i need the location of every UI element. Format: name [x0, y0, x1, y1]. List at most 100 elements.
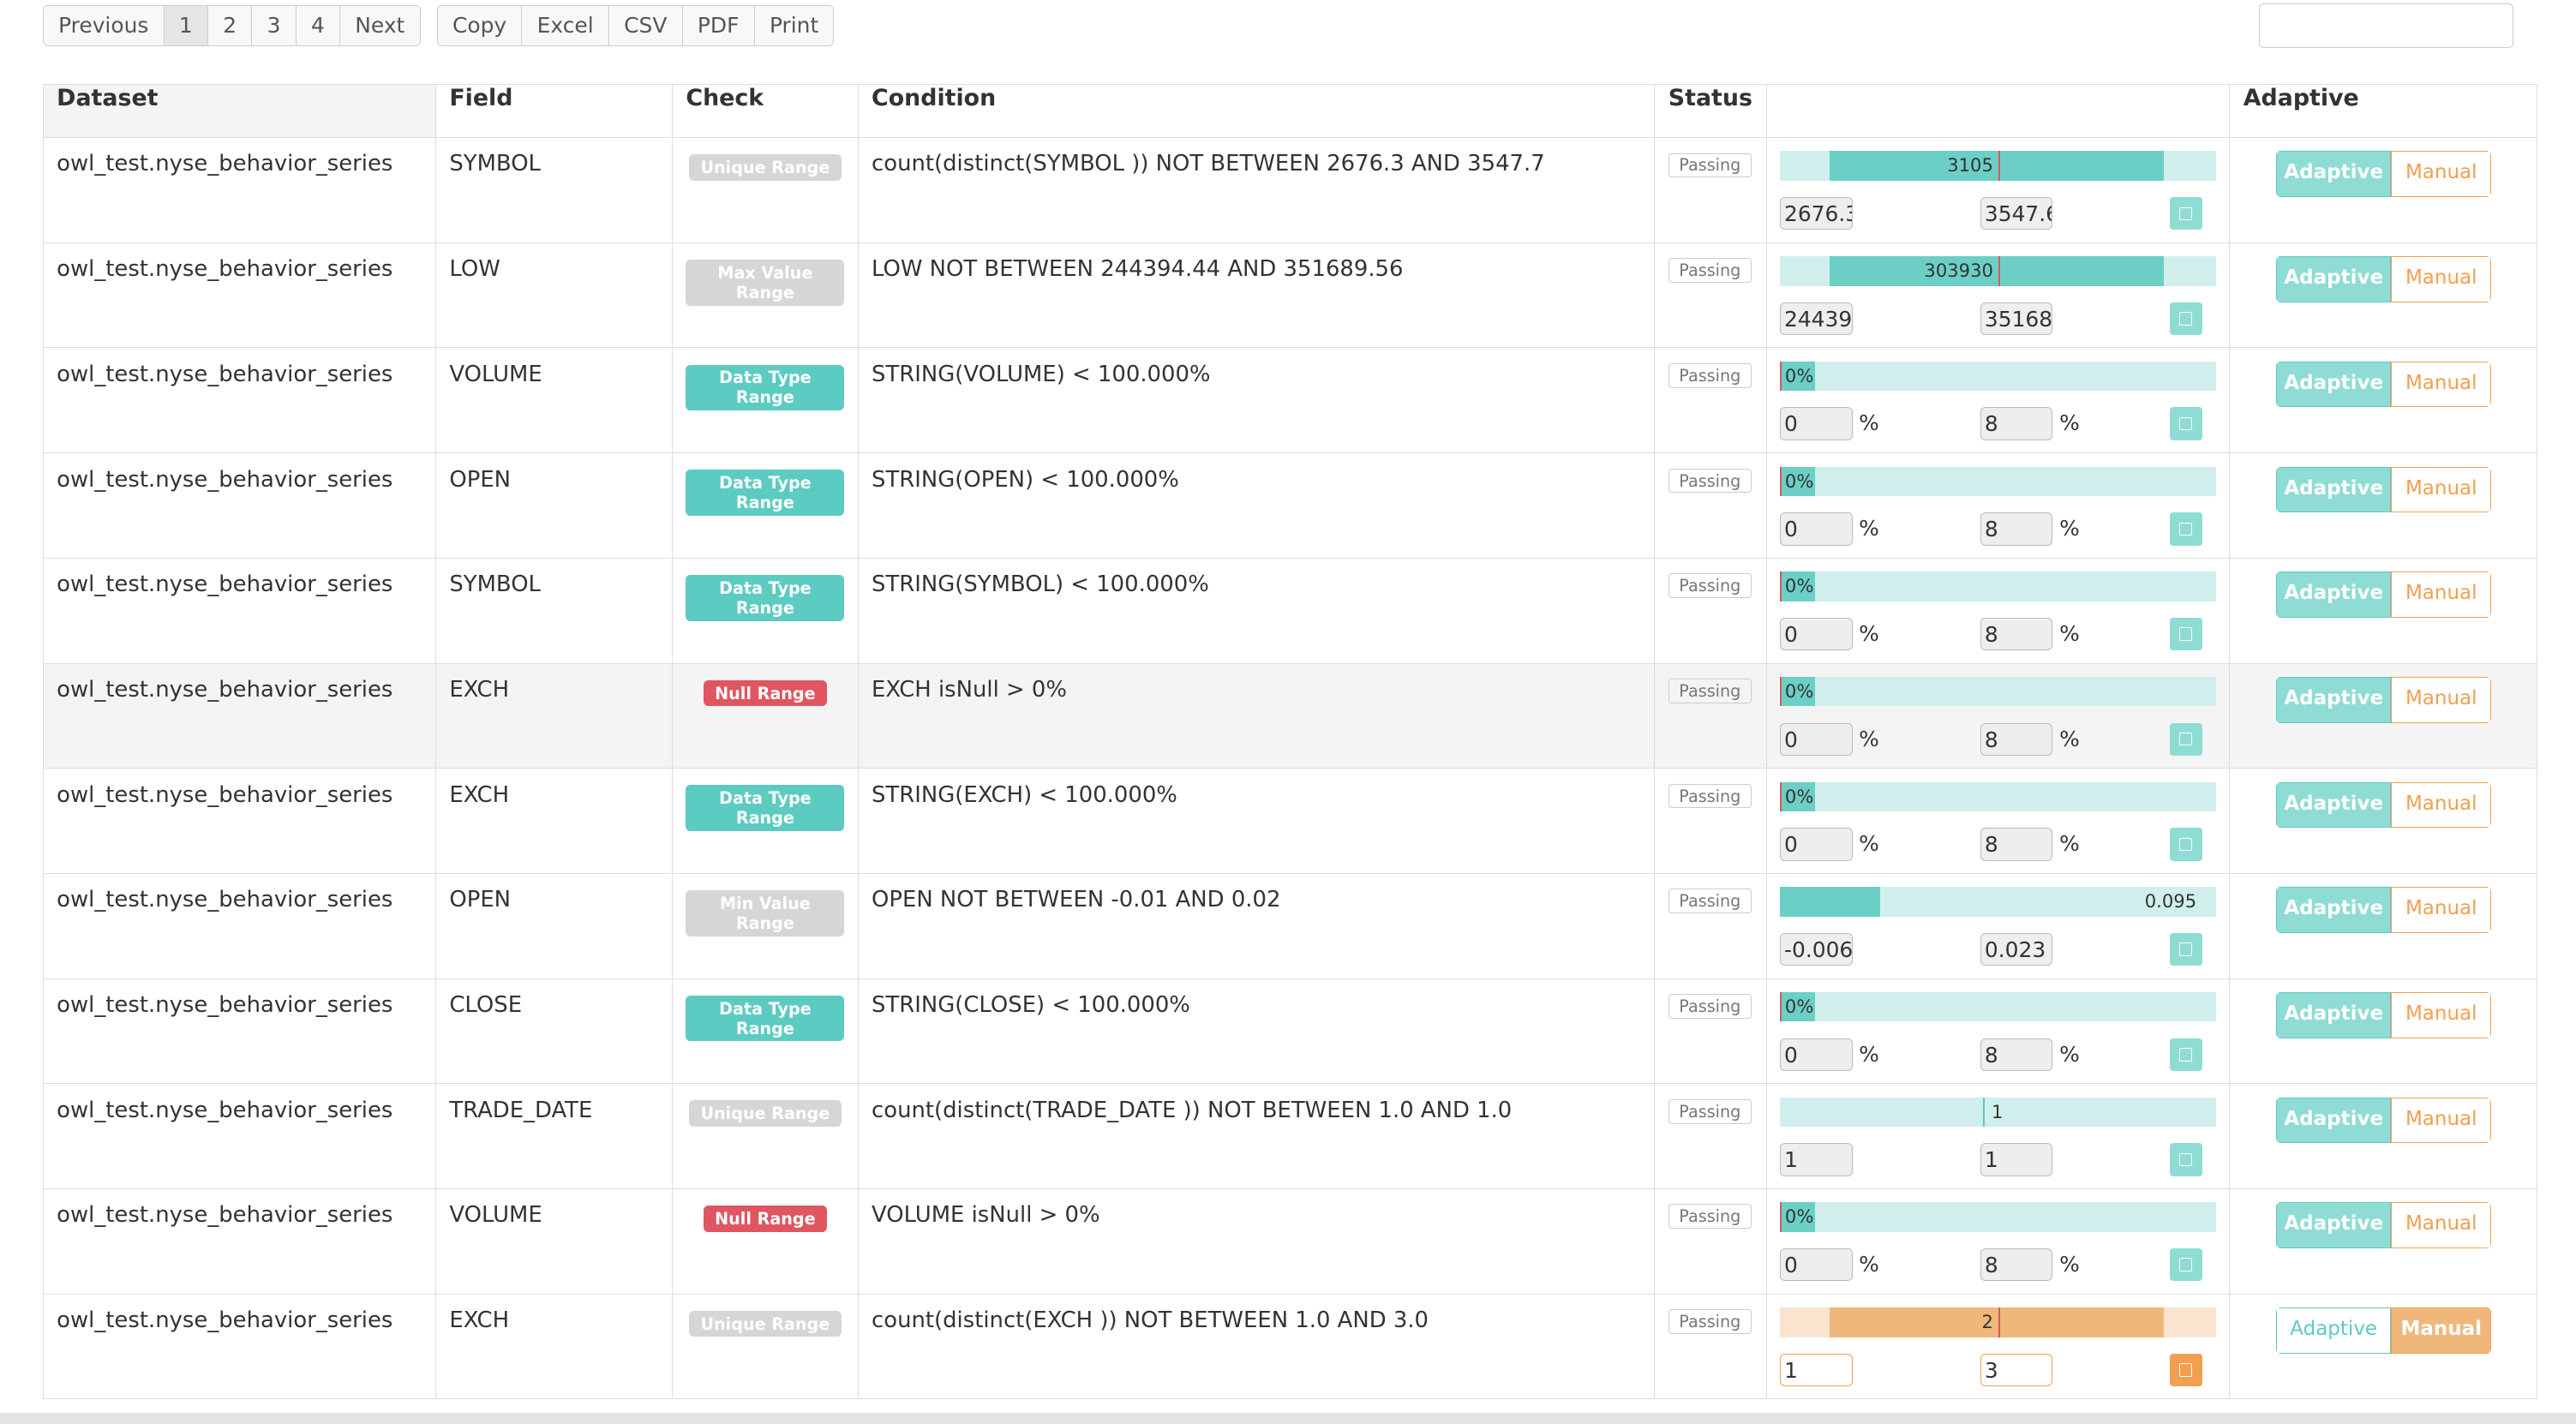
save-button[interactable]: [2169, 512, 2202, 546]
condition-cell: STRING(EXCH) < 100.000%: [857, 768, 1656, 874]
save-button[interactable]: [2169, 1038, 2202, 1071]
manual-button[interactable]: Manual: [2391, 256, 2492, 302]
high-input[interactable]: 8: [1980, 512, 2053, 546]
range-marker: [1780, 781, 1782, 812]
column-header[interactable]: Dataset: [42, 83, 437, 139]
export-button[interactable]: Excel: [521, 5, 608, 45]
low-input[interactable]: -0.006: [1780, 932, 1853, 966]
adaptive-button[interactable]: Adaptive: [2276, 1307, 2392, 1354]
low-input[interactable]: 244394.44: [1780, 302, 1853, 336]
range-bar: 0%: [1780, 676, 2217, 707]
mode-toggle: Adaptive Manual: [2276, 571, 2492, 618]
low-input[interactable]: 0: [1780, 1038, 1853, 1071]
adaptive-button[interactable]: Adaptive: [2276, 571, 2392, 618]
low-input[interactable]: 0: [1780, 722, 1853, 756]
low-input[interactable]: 0: [1780, 512, 1853, 546]
save-button[interactable]: [2169, 302, 2202, 336]
page-button[interactable]: 3: [251, 5, 296, 45]
condition-cell: STRING(OPEN) < 100.000%: [857, 452, 1656, 559]
page-button[interactable]: 4: [295, 5, 340, 45]
save-button[interactable]: [2169, 1247, 2202, 1282]
range-cell: 303930 244394.44 351689.56: [1765, 242, 2231, 349]
status-cell: Passing: [1654, 978, 1767, 1085]
table-row: owl_test.nyse_behavior_series OPEN Data Ty…: [42, 452, 2537, 559]
high-input[interactable]: 3547.68: [1980, 197, 2053, 230]
low-input[interactable]: 2676.3: [1780, 197, 1853, 230]
page-button[interactable]: 2: [207, 5, 252, 45]
unit: %: [2059, 410, 2080, 436]
high-input[interactable]: 8: [1980, 1038, 2053, 1071]
adaptive-button[interactable]: Adaptive: [2276, 676, 2392, 723]
high-input[interactable]: 351689.56: [1980, 302, 2053, 336]
range-marker: [1780, 466, 1782, 496]
manual-button[interactable]: Manual: [2391, 151, 2492, 198]
manual-button[interactable]: Manual: [2391, 466, 2492, 513]
low-input[interactable]: 0: [1780, 1247, 1853, 1282]
check-badge: Unique Range: [689, 1100, 842, 1128]
adaptive-button[interactable]: Adaptive: [2276, 1097, 2392, 1144]
low-input[interactable]: 0: [1780, 828, 1853, 861]
search-input[interactable]: [2259, 3, 2514, 48]
mode-cell: Adaptive Manual: [2229, 978, 2537, 1085]
high-input[interactable]: 8: [1980, 828, 2053, 861]
adaptive-button[interactable]: Adaptive: [2276, 991, 2392, 1038]
adaptive-button[interactable]: Adaptive: [2276, 361, 2392, 408]
save-button[interactable]: [2169, 197, 2202, 230]
save-button[interactable]: [2169, 932, 2202, 966]
high-input[interactable]: 8: [1980, 617, 2053, 651]
adaptive-button[interactable]: Adaptive: [2276, 781, 2392, 829]
save-button[interactable]: [2169, 1143, 2202, 1176]
adaptive-button[interactable]: Adaptive: [2276, 466, 2392, 513]
column-header[interactable]: Check: [672, 83, 859, 139]
low-input[interactable]: 0: [1780, 617, 1853, 651]
adaptive-button[interactable]: Adaptive: [2276, 887, 2392, 933]
manual-button[interactable]: Manual: [2391, 361, 2492, 408]
high-input[interactable]: 1: [1980, 1143, 2053, 1176]
manual-button[interactable]: Manual: [2391, 676, 2492, 723]
save-button[interactable]: [2169, 722, 2202, 756]
column-header[interactable]: Condition: [857, 83, 1656, 139]
manual-button[interactable]: Manual: [2391, 887, 2492, 933]
low-input[interactable]: 1: [1780, 1143, 1853, 1176]
save-button[interactable]: [2169, 407, 2202, 440]
column-header[interactable]: Status: [1654, 83, 1767, 139]
export-button[interactable]: CSV: [608, 5, 682, 45]
low-input[interactable]: 0: [1780, 407, 1853, 440]
manual-button[interactable]: Manual: [2391, 571, 2492, 618]
adaptive-button[interactable]: Adaptive: [2276, 151, 2392, 198]
adaptive-button[interactable]: Adaptive: [2276, 256, 2392, 302]
export-button[interactable]: Print: [753, 5, 834, 45]
page-button[interactable]: Next: [339, 5, 420, 45]
page-button[interactable]: Previous: [43, 5, 164, 45]
high-input[interactable]: 0.023: [1980, 932, 2053, 966]
save-button[interactable]: [2169, 828, 2202, 861]
high-input[interactable]: 3: [1980, 1353, 2053, 1386]
export-button[interactable]: PDF: [681, 5, 754, 45]
save-button[interactable]: [2169, 617, 2202, 651]
mode-toggle: Adaptive Manual: [2276, 781, 2492, 829]
manual-button[interactable]: Manual: [2391, 1202, 2492, 1248]
range-fill: [1780, 781, 1815, 812]
manual-button[interactable]: Manual: [2391, 781, 2492, 829]
manual-button[interactable]: Manual: [2391, 1307, 2492, 1354]
export-button[interactable]: Copy: [437, 5, 522, 45]
manual-button[interactable]: Manual: [2391, 1097, 2492, 1144]
range-fill: [1780, 571, 1815, 601]
adaptive-button[interactable]: Adaptive: [2276, 1202, 2392, 1248]
low-input[interactable]: 1: [1780, 1353, 1853, 1386]
page-button[interactable]: 1: [163, 5, 207, 45]
save-button[interactable]: [2169, 1353, 2202, 1386]
column-header[interactable]: Adaptive: [2229, 83, 2537, 139]
manual-button[interactable]: Manual: [2391, 991, 2492, 1038]
column-header[interactable]: Field: [435, 83, 674, 139]
status-badge: Passing: [1668, 573, 1752, 599]
high-input[interactable]: 8: [1980, 722, 2053, 756]
condition-cell: STRING(VOLUME) < 100.000%: [857, 347, 1656, 454]
unit: %: [2059, 1041, 2080, 1067]
dataset-cell: owl_test.nyse_behavior_series: [42, 1188, 437, 1295]
mode-cell: Adaptive Manual: [2229, 557, 2537, 664]
high-input[interactable]: 8: [1980, 1247, 2053, 1282]
check-cell: Unique Range: [672, 1083, 859, 1189]
range-label: 0%: [1784, 575, 1814, 597]
high-input[interactable]: 8: [1980, 407, 2053, 440]
